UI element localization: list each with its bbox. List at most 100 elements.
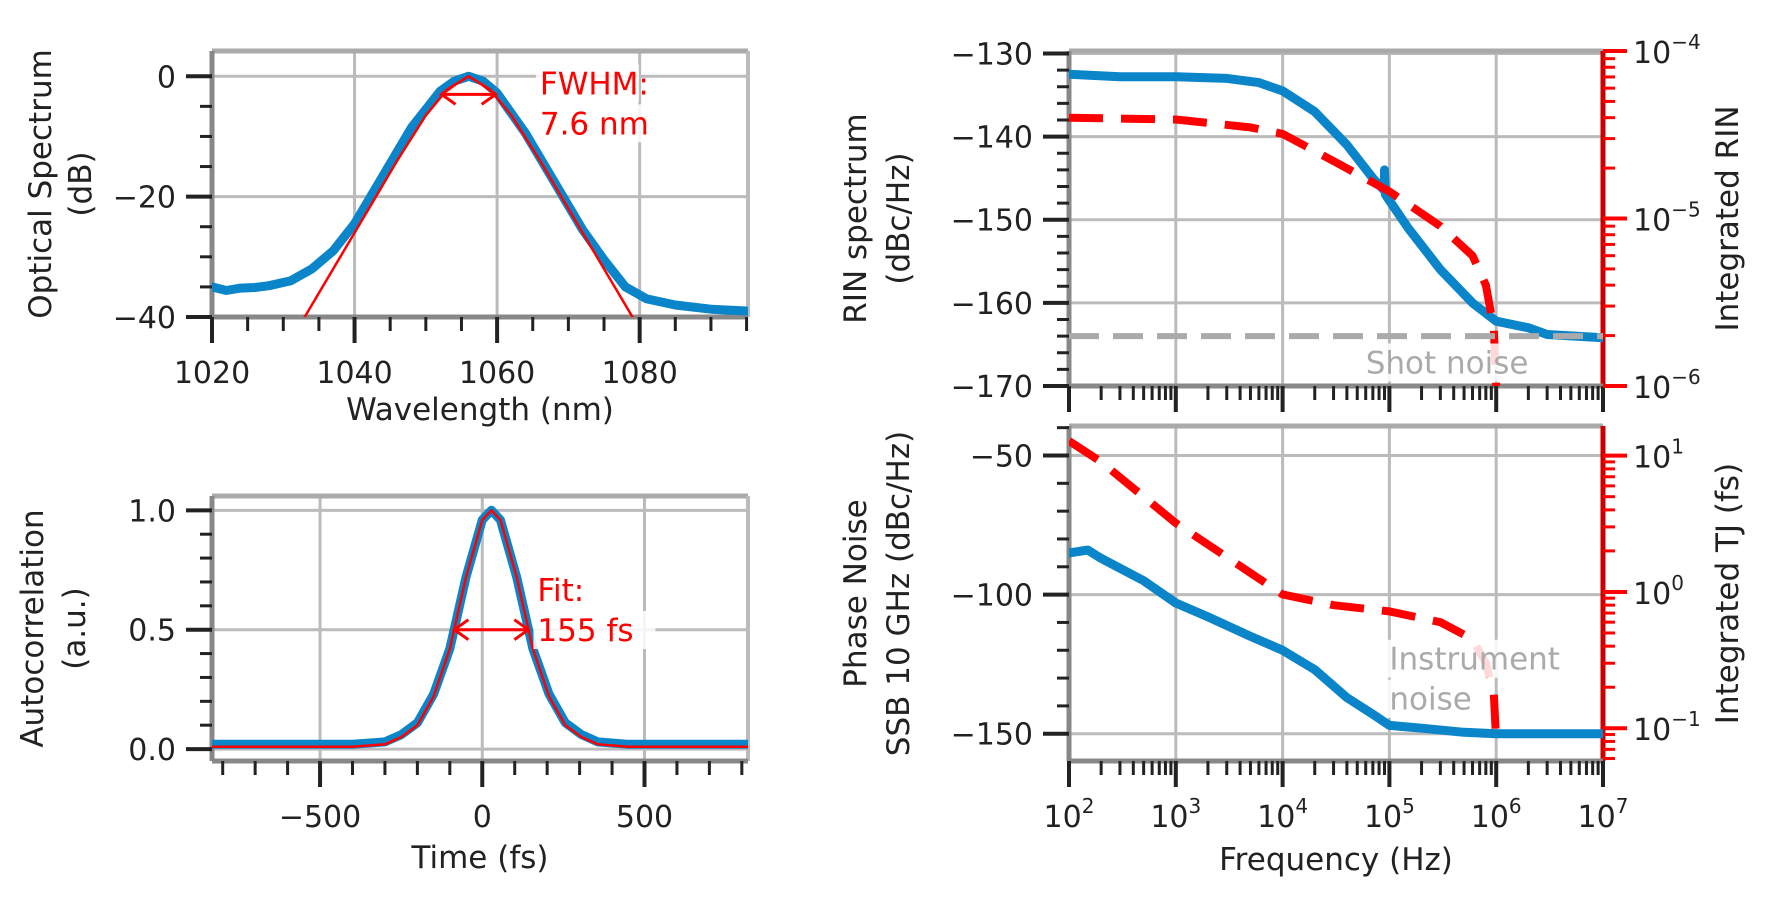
- y2-tick-label: 10−1: [1633, 707, 1701, 748]
- x-tick-label-exp: 3: [1189, 794, 1202, 818]
- annotation-text: 7.6 nm: [540, 106, 649, 142]
- y-axis-label: RIN spectrum: [838, 113, 874, 323]
- y2-tick-label: 10−5: [1633, 198, 1701, 239]
- x-tick-label-exp: 2: [1082, 794, 1095, 818]
- y-axis-label: SSB 10 GHz (dBc/Hz): [881, 431, 917, 756]
- x-tick-label: 107: [1578, 794, 1629, 835]
- x-tick-label: 1080: [601, 356, 677, 391]
- y-tick-label: −100: [951, 579, 1033, 614]
- y2-axis-label: Integrated RIN: [1710, 105, 1746, 331]
- y2-tick-label-exp: −5: [1671, 198, 1700, 222]
- y2-tick-label-base: 10: [1633, 36, 1671, 71]
- series-line-measured-spectrum: [212, 71, 748, 316]
- y2-tick-label: 10−6: [1633, 365, 1701, 406]
- y-tick-label: −170: [951, 370, 1033, 405]
- y2-tick-label-exp: 0: [1671, 571, 1684, 595]
- x-tick-label-exp: 7: [1616, 794, 1629, 818]
- series-line-measured-autocorrelation: [212, 505, 748, 749]
- y-axis-label: Phase Noise: [838, 499, 874, 687]
- arrowhead-right-icon: [480, 83, 499, 106]
- arrowhead-right-icon: [513, 618, 531, 641]
- x-tick-label: −500: [279, 800, 361, 835]
- y2-tick-label-base: 10: [1633, 441, 1671, 476]
- arrowhead-left-icon: [438, 83, 457, 106]
- x-tick-label-exp: 4: [1295, 794, 1308, 818]
- y2-tick-label-exp: −4: [1671, 30, 1700, 54]
- x-tick-label: 0: [473, 800, 492, 835]
- x-tick-label-base: 10: [1471, 800, 1509, 835]
- x-tick-label: 500: [616, 800, 673, 835]
- x-tick-label: 1040: [316, 356, 392, 391]
- annotation-bg: [1361, 343, 1560, 382]
- x-tick-label: 104: [1257, 794, 1308, 835]
- y2-tick-label: 101: [1633, 435, 1684, 476]
- y-axis-label: (dB): [63, 151, 99, 216]
- y-axis-label: (dBc/Hz): [881, 152, 917, 284]
- y2-tick-label-exp: 1: [1671, 435, 1684, 459]
- y-tick-label: −150: [951, 204, 1033, 239]
- y2-tick-label-base: 10: [1633, 713, 1671, 748]
- y-tick-label: −140: [951, 121, 1033, 156]
- x-tick-label: 102: [1044, 794, 1095, 835]
- series-line-fit: [212, 509, 748, 748]
- x-tick-label-base: 10: [1257, 800, 1295, 835]
- y2-tick-label-base: 10: [1633, 577, 1671, 612]
- chart-0: FWHM: 7.6 nm 1020 1040 1060 1080 0 −20 −40 Optica…: [23, 48, 750, 428]
- y-tick-label: 0.0: [128, 733, 176, 768]
- annotation-text: FWHM:: [540, 66, 649, 102]
- annotation-text: Shot noise: [1366, 346, 1529, 382]
- chart-2: Shot noise−130−140−150−160−17010−410−510…: [838, 30, 1746, 412]
- annotation-bg: [533, 571, 618, 610]
- annotation-text: 155 fs: [537, 613, 633, 649]
- x-tick-label-exp: 5: [1402, 794, 1415, 818]
- x-tick-label-base: 10: [1044, 800, 1082, 835]
- y2-tick-label-exp: −6: [1671, 365, 1700, 389]
- y-tick-label: 0: [157, 60, 176, 95]
- y2-tick-label-exp: −1: [1671, 707, 1700, 731]
- annotation-text: Instrument: [1389, 642, 1560, 678]
- series-line-phase-noise: [1069, 545, 1603, 739]
- x-tick-label-base: 10: [1150, 800, 1188, 835]
- annotation-bg: [535, 64, 639, 103]
- x-axis-label: Wavelength (nm): [346, 392, 614, 428]
- x-tick-label-base: 10: [1364, 800, 1402, 835]
- x-tick-label-exp: 6: [1509, 794, 1522, 818]
- y-tick-label: 0.5: [128, 614, 176, 649]
- y-tick-label: −40: [113, 301, 176, 336]
- annotation-bg: [1385, 679, 1489, 718]
- y2-tick-label-base: 10: [1633, 371, 1671, 406]
- annotation-text: Fit:: [537, 573, 584, 609]
- series-line-integrated-rin: [1069, 113, 1501, 386]
- y-tick-label: −20: [113, 181, 176, 216]
- x-tick-label: 1020: [174, 356, 250, 391]
- y2-axis-label: Integrated TJ (fs): [1710, 463, 1746, 724]
- x-axis-label: Frequency (Hz): [1219, 842, 1453, 878]
- y2-tick-label: 10−4: [1633, 30, 1701, 71]
- chart-1: Fit: 155 fs −500 0 500 0.0 0.5 1.0 Autocorrelati…: [15, 493, 750, 876]
- annotation-bg: [1385, 639, 1584, 678]
- x-axis-label: Time (fs): [411, 840, 549, 876]
- y-tick-label: −160: [951, 287, 1033, 322]
- y-axis-label: Optical Spectrum: [23, 49, 59, 319]
- x-tick-label: 103: [1150, 794, 1201, 835]
- y-tick-label: −130: [951, 37, 1033, 72]
- x-tick-label-base: 10: [1578, 800, 1616, 835]
- y-tick-label: −150: [951, 718, 1033, 753]
- series-line-fit: [303, 75, 634, 317]
- annotation-text: noise: [1389, 682, 1471, 718]
- annotation-bg: [535, 104, 658, 143]
- y-axis-label: Autocorrelation: [15, 509, 51, 747]
- x-tick-label: 1060: [459, 356, 535, 391]
- annotation-bg: [533, 611, 656, 650]
- y-tick-label: 1.0: [128, 494, 176, 529]
- y-tick-label: −50: [970, 439, 1033, 474]
- y2-tick-label: 100: [1633, 571, 1684, 612]
- y-axis-label: (a.u.): [57, 587, 93, 670]
- x-tick-label: 105: [1364, 794, 1415, 835]
- series-line-rin-spectrum: [1069, 69, 1603, 343]
- y2-tick-label-base: 10: [1633, 204, 1671, 239]
- x-tick-label: 106: [1471, 794, 1522, 835]
- arrowhead-left-icon: [451, 618, 470, 641]
